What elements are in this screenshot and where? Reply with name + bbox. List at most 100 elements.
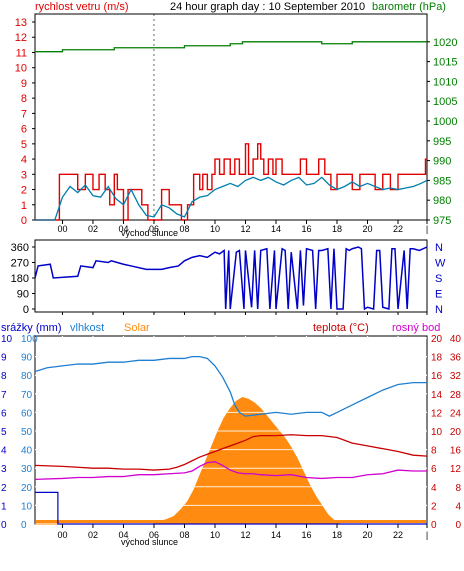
humidity-tick-label-7: 70 <box>21 390 33 401</box>
baro-tick-label-1010: 1010 <box>433 76 457 88</box>
temp-tick-label-2: 8 <box>455 483 461 494</box>
direction-series <box>34 246 428 311</box>
baro-tick-label-980: 980 <box>433 195 451 207</box>
baro-axis-label: barometr (hPa) <box>372 1 446 13</box>
x-tick-label-top-08: 08 <box>179 224 189 234</box>
baro-tick-label-1015: 1015 <box>433 57 457 69</box>
temp2-tick-label-10: 20 <box>431 334 443 345</box>
temp2-tick-label-1: 2 <box>431 501 437 512</box>
humidity-tick-label-9: 90 <box>21 353 33 364</box>
humidity-tick-label-3: 30 <box>21 464 33 475</box>
wind-tick-label-6: 6 <box>21 124 27 136</box>
x-tick-label-top-18: 18 <box>332 224 342 234</box>
wind-tick-label-11: 11 <box>16 47 27 59</box>
temp2-tick-label-2: 4 <box>431 483 437 494</box>
rain-tick-label-4: 4 <box>1 446 7 457</box>
wind-tick-label-12: 12 <box>15 32 27 44</box>
dir-tick-label-270: 270 <box>11 258 29 270</box>
temp2-tick-label-8: 16 <box>431 371 443 382</box>
temp2-tick-label-4: 8 <box>431 446 437 457</box>
humidity-tick-label-8: 80 <box>21 371 33 382</box>
x-tick-label-bottom-12: 12 <box>240 530 250 540</box>
axis-ticks: 0000020204040606080810101212141416161818… <box>1 17 461 540</box>
legend-humidity: vlhkost <box>70 322 104 334</box>
baro-tick-label-1000: 1000 <box>433 116 457 128</box>
x-tick-label-top-10: 10 <box>210 224 220 234</box>
legend-rain: srážky (mm) <box>1 322 62 334</box>
dir-tick-label-360: 360 <box>11 242 29 254</box>
temp-tick-label-4: 16 <box>450 446 462 457</box>
x-tick-label-top-14: 14 <box>271 224 281 234</box>
wind-tick-label-0: 0 <box>21 215 27 227</box>
sunrise-caption-bottom: východ slunce <box>121 537 178 547</box>
rain-tick-label-6: 6 <box>1 408 7 419</box>
temp-tick-label-6: 24 <box>450 408 462 419</box>
x-tick-label-bottom-02: 02 <box>88 530 98 540</box>
rain-tick-label-10: 10 <box>1 334 13 345</box>
rain-tick-label-7: 7 <box>1 390 7 401</box>
baro-tick-label-995: 995 <box>433 136 451 148</box>
wind-tick-label-10: 10 <box>15 63 27 75</box>
baro-tick-label-1020: 1020 <box>433 37 457 49</box>
rain-tick-label-1: 1 <box>1 501 7 512</box>
solar-area <box>35 356 427 525</box>
x-tick-label-bottom-06: 06 <box>149 530 159 540</box>
wind-panel-frame <box>34 13 428 221</box>
humidity-tick-label-5: 50 <box>21 427 33 438</box>
x-tick-label-bottom-14: 14 <box>271 530 281 540</box>
humidity-tick-label-1: 10 <box>21 501 33 512</box>
humidity-tick-label-2: 20 <box>21 483 33 494</box>
rain-tick-label-5: 5 <box>1 427 7 438</box>
wind-tick-label-7: 7 <box>21 108 27 120</box>
compass-label-1: W <box>435 258 446 270</box>
gust-series <box>35 143 427 221</box>
rain-tick-label-8: 8 <box>1 371 7 382</box>
x-tick-label-bottom-16: 16 <box>301 530 311 540</box>
temperature-series <box>34 434 428 471</box>
legend-dewpoint: rosný bod <box>392 322 440 334</box>
temp2-tick-label-6: 12 <box>431 408 443 419</box>
x-tick-label-bottom-22: 22 <box>393 530 403 540</box>
baro-tick-label-985: 985 <box>433 175 451 187</box>
compass-label-2: S <box>435 273 442 285</box>
solar-baseline <box>36 520 426 523</box>
x-tick-label-top-06: 06 <box>149 224 159 234</box>
temp-tick-label-3: 12 <box>450 464 462 475</box>
x-tick-label-top-|: | <box>426 224 428 234</box>
x-tick-label-top-20: 20 <box>363 224 373 234</box>
temp-tick-label-0: 0 <box>455 520 461 531</box>
dewpoint-series <box>34 461 427 481</box>
humidity-tick-label-6: 60 <box>21 408 33 419</box>
dir-tick-label-90: 90 <box>17 289 29 301</box>
humidity-tick-label-4: 40 <box>21 446 33 457</box>
rain-tick-label-0: 0 <box>1 520 7 531</box>
temp2-tick-label-0: 0 <box>431 520 437 531</box>
wind-tick-label-9: 9 <box>21 78 27 90</box>
temp2-tick-label-3: 6 <box>431 464 437 475</box>
rain-tick-label-3: 3 <box>1 464 7 475</box>
rain-tick-label-9: 9 <box>1 353 7 364</box>
x-tick-label-top-04: 04 <box>118 224 128 234</box>
wind-tick-label-1: 1 <box>21 200 27 212</box>
x-tick-label-top-22: 22 <box>393 224 403 234</box>
x-tick-label-top-16: 16 <box>301 224 311 234</box>
data-series <box>34 41 428 525</box>
baro-tick-label-1005: 1005 <box>433 96 457 108</box>
humidity-series <box>34 355 427 417</box>
baro-series <box>35 41 427 53</box>
temp-tick-label-5: 20 <box>450 427 462 438</box>
wind-tick-label-3: 3 <box>21 169 27 181</box>
temp-tick-label-8: 32 <box>450 371 462 382</box>
x-tick-label-bottom-18: 18 <box>332 530 342 540</box>
temp-tick-label-9: 36 <box>450 353 462 364</box>
wind-tick-label-2: 2 <box>21 185 27 197</box>
x-tick-label-bottom-08: 08 <box>179 530 189 540</box>
wind-tick-label-8: 8 <box>21 93 27 105</box>
x-tick-label-bottom-00: 00 <box>57 530 67 540</box>
legend-temperature: teplota (°C) <box>313 322 369 334</box>
compass-label-0: N <box>435 242 443 254</box>
wind-tick-label-13: 13 <box>15 17 27 29</box>
x-tick-label-top-02: 02 <box>88 224 98 234</box>
x-tick-label-top-12: 12 <box>240 224 250 234</box>
